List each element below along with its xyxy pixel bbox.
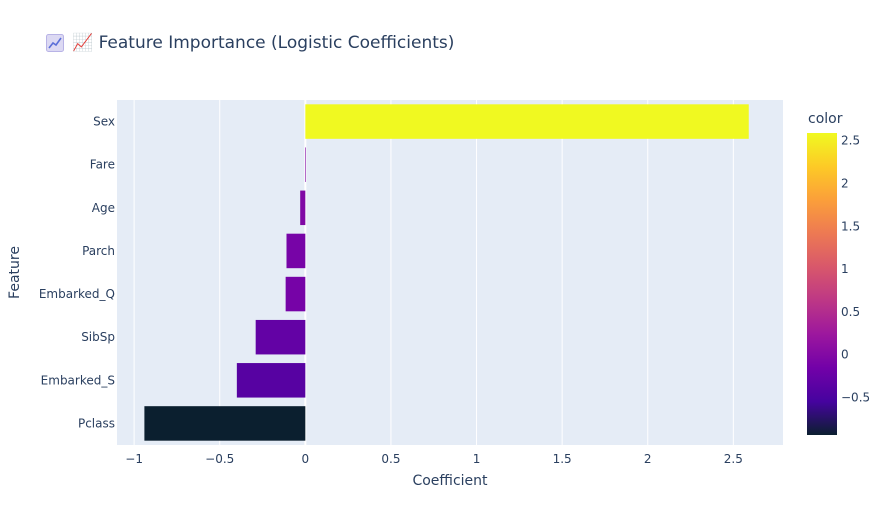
y-tick-labels: Sex Fare Age Parch Embarked_Q SibSp Embarked_S… (39, 115, 115, 431)
x-tick-label: 1 (473, 452, 481, 466)
x-tick-label: 0.5 (381, 452, 400, 466)
colorbar (807, 133, 837, 435)
x-tick-label: 2 (644, 452, 652, 466)
bar-parch (286, 233, 306, 269)
x-axis-label: Coefficient (412, 473, 488, 489)
bar-age (300, 190, 306, 226)
colorbar-tick-label: 0.5 (841, 305, 860, 319)
x-tick-label: 2.5 (724, 452, 743, 466)
chart-increasing-icon (46, 34, 64, 52)
bars (144, 104, 749, 441)
colorbar-tick-label: 2 (841, 176, 849, 190)
y-tick-label: Embarked_Q (39, 287, 115, 301)
x-tick-label: −0.5 (205, 452, 234, 466)
bar-sex (305, 104, 749, 139)
colorbar-tick-label: −0.5 (841, 390, 870, 404)
colorbar-tick-labels: −0.5 0 0.5 1 1.5 2 2.5 (841, 134, 870, 405)
colorbar-tick-label: 1.5 (841, 219, 860, 233)
x-tick-label: 1.5 (553, 452, 572, 466)
bar-fare (305, 147, 306, 182)
bar-embarked-s (236, 363, 306, 398)
colorbar-tick-label: 1 (841, 262, 849, 276)
chart-title: 📈 Feature Importance (Logistic Coefficie… (46, 33, 454, 53)
plot-area (117, 100, 783, 445)
chart-title-text: 📈 Feature Importance (Logistic Coefficie… (72, 33, 455, 53)
y-tick-label: Age (92, 201, 115, 215)
y-tick-label: Sex (93, 115, 115, 129)
y-tick-label: Fare (90, 158, 115, 172)
y-tick-label: Embarked_S (41, 373, 115, 387)
bar-embarked-q (285, 276, 306, 312)
colorbar-tick-label: 2.5 (841, 134, 860, 148)
x-tick-label: 0 (302, 452, 310, 466)
bar-pclass (144, 406, 306, 441)
y-axis-label: Feature (7, 246, 23, 299)
y-tick-label: Pclass (78, 416, 115, 430)
colorbar-tick-label: 0 (841, 348, 849, 362)
y-tick-label: SibSp (81, 330, 115, 344)
x-tick-labels: −1 −0.5 0 0.5 1 1.5 2 2.5 (125, 452, 743, 466)
bar-sibsp (255, 319, 306, 355)
y-tick-label: Parch (82, 244, 115, 258)
colorbar-title: color (808, 111, 843, 127)
x-tick-label: −1 (125, 452, 143, 466)
